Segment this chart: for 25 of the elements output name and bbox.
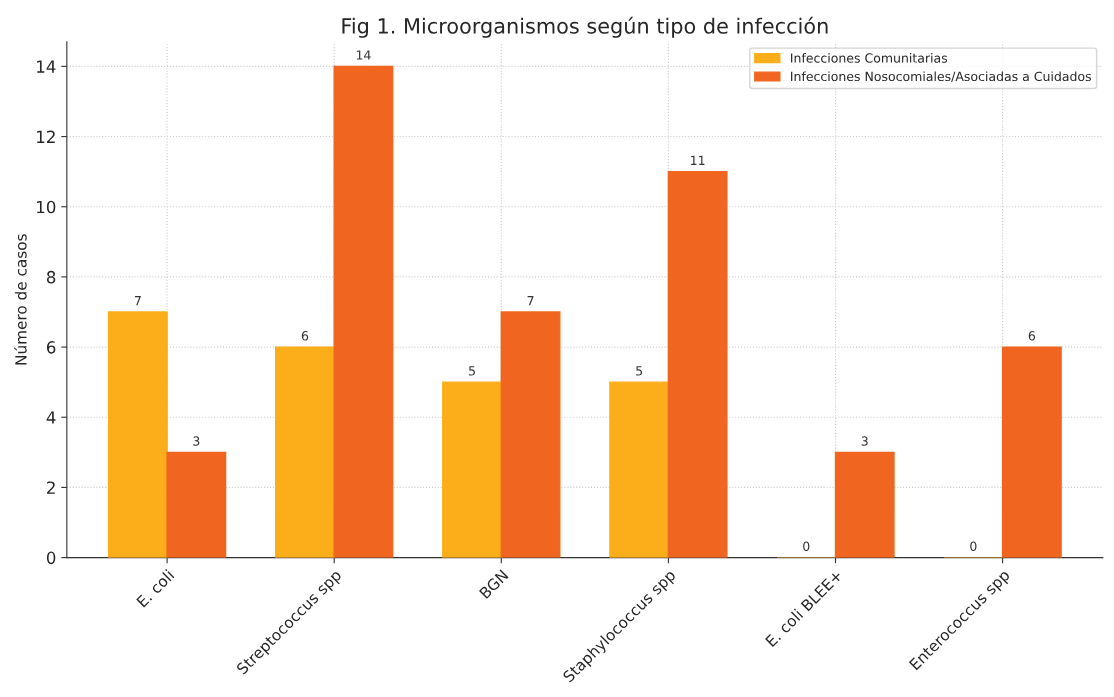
data-label: 0 [970, 541, 977, 552]
data-label: 5 [469, 366, 475, 376]
x-tick-label: E. coli [135, 569, 175, 608]
y-tick-label: 2 [47, 481, 55, 494]
chart-title: Fig 1. Microorganismos según tipo de infección [342, 16, 828, 38]
y-tick-label: 10 [37, 200, 56, 214]
data-label: 7 [527, 296, 534, 306]
y-tick-label: 12 [37, 130, 55, 143]
data-label: 14 [356, 50, 371, 60]
data-label: 3 [861, 436, 868, 446]
data-label: 3 [193, 436, 200, 446]
data-label: 0 [803, 541, 810, 552]
data-label: 11 [691, 155, 705, 165]
y-tick-label: 8 [46, 270, 56, 284]
legend-label: Infecciones Comunitarias [791, 53, 948, 63]
legend-label: Infecciones Nosocomiales/Asociadas a Cuidados [791, 71, 1091, 83]
data-label: 5 [636, 366, 643, 376]
data-label: 6 [1028, 331, 1036, 341]
y-tick-label: 14 [37, 60, 56, 73]
y-tick-label: 0 [46, 551, 56, 565]
y-tick-label: 4 [46, 411, 56, 424]
data-label: 7 [134, 296, 141, 306]
y-axis-title: Número de casos [14, 234, 27, 365]
y-tick-label: 6 [46, 341, 56, 354]
data-label: 6 [301, 331, 309, 341]
